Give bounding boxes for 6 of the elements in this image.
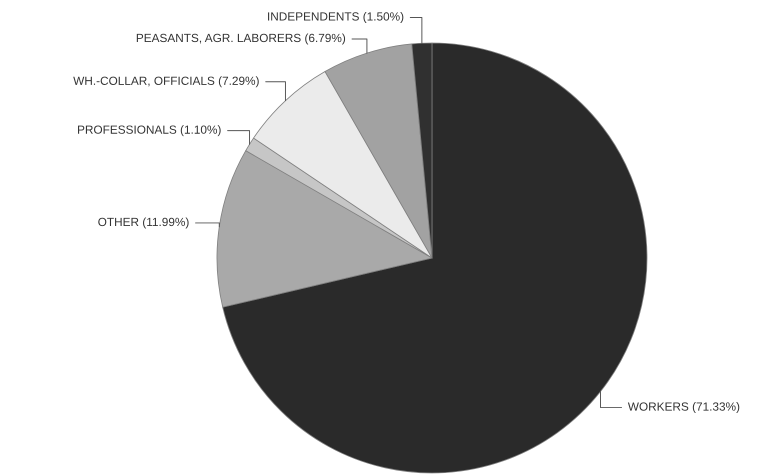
slice-label: OTHER (11.99%) <box>98 217 189 228</box>
slice-label: PEASANTS, AGR. LABORERS (6.79%) <box>136 33 346 44</box>
slice-label: PROFESSIONALS (1.10%) <box>78 125 221 136</box>
slice-label: WH.-COLLAR, OFFICIALS (7.29%) <box>73 76 259 88</box>
slice-label: INDEPENDENTS (1.50%) <box>268 12 404 23</box>
slice-label: WORKERS (71.33%) <box>628 402 740 414</box>
